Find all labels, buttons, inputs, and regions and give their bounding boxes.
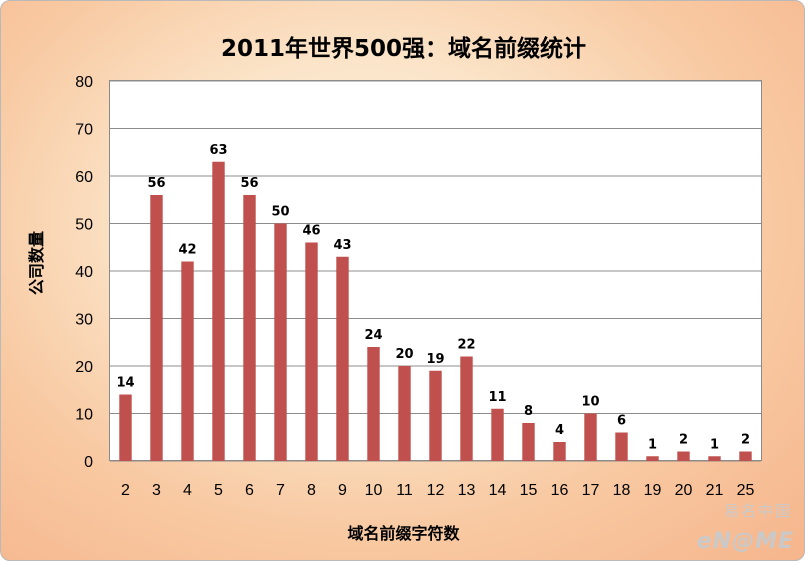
bar — [305, 242, 318, 461]
x-tick-label: 12 — [427, 482, 445, 499]
bar — [584, 413, 597, 461]
y-tick-label: 70 — [75, 122, 93, 139]
y-tick-label: 0 — [84, 454, 93, 471]
data-label: 2 — [741, 433, 750, 448]
data-label: 46 — [302, 224, 320, 239]
data-label: 20 — [395, 347, 413, 362]
data-label: 1 — [648, 437, 657, 452]
x-tick-label: 16 — [551, 482, 569, 499]
bar — [150, 195, 163, 461]
data-label: 22 — [457, 338, 475, 353]
y-tick-label: 10 — [75, 407, 93, 424]
data-label: 1 — [710, 437, 719, 452]
data-label: 14 — [116, 376, 134, 391]
data-label: 11 — [488, 390, 506, 405]
watermark-top-text: 易名中国 — [723, 502, 792, 520]
y-tick-label: 50 — [75, 217, 93, 234]
x-tick-label: 19 — [644, 482, 662, 499]
x-tick-label: 6 — [245, 482, 254, 499]
data-label: 6 — [617, 414, 626, 429]
y-tick-label: 20 — [75, 359, 93, 376]
y-tick-label: 60 — [75, 169, 93, 186]
chart-title: 2011年世界500强：域名前缀统计 — [220, 36, 587, 62]
bar — [119, 394, 132, 461]
data-label: 42 — [178, 243, 196, 258]
bar — [553, 442, 566, 461]
data-label: 19 — [426, 352, 444, 367]
x-tick-label: 18 — [613, 482, 631, 499]
bar — [708, 456, 721, 461]
bar — [646, 456, 659, 461]
data-label: 56 — [147, 176, 165, 191]
x-tick-label: 15 — [520, 482, 538, 499]
x-axis-label: 域名前缀字符数 — [347, 524, 460, 543]
x-tick-label: 3 — [152, 482, 161, 499]
bar — [336, 256, 349, 461]
x-tick-label: 11 — [396, 482, 413, 499]
bar — [491, 408, 504, 461]
data-label: 4 — [555, 423, 564, 438]
x-tick-label: 5 — [214, 482, 223, 499]
bar — [398, 366, 411, 461]
x-tick-label: 4 — [183, 482, 192, 499]
bar — [429, 370, 442, 461]
ename-logo-watermark: 易名中国 eN@ME — [671, 498, 796, 556]
data-label: 43 — [333, 238, 351, 253]
bar — [615, 432, 628, 461]
x-tick-label: 17 — [582, 482, 600, 499]
bar — [212, 161, 225, 461]
x-tick-label: 2 — [121, 482, 130, 499]
bar — [181, 261, 194, 461]
x-tick-label: 9 — [338, 482, 347, 499]
bar — [460, 356, 473, 461]
data-label: 63 — [209, 143, 227, 158]
x-tick-label: 8 — [307, 482, 316, 499]
x-tick-label: 21 — [706, 482, 724, 499]
data-label: 10 — [581, 395, 599, 410]
data-label: 50 — [271, 205, 289, 220]
x-tick-label: 13 — [458, 482, 476, 499]
x-tick-label: 14 — [489, 482, 507, 499]
bar — [274, 223, 287, 461]
y-tick-label: 80 — [75, 74, 93, 91]
x-tick-label: 20 — [675, 482, 693, 499]
y-tick-label: 40 — [75, 264, 93, 281]
bar — [677, 451, 690, 461]
bar — [739, 451, 752, 461]
data-label: 8 — [524, 404, 533, 419]
bar — [367, 347, 380, 461]
y-tick-label: 30 — [75, 312, 93, 329]
bar — [243, 195, 256, 461]
x-tick-label: 25 — [737, 482, 755, 499]
data-label: 56 — [240, 176, 258, 191]
data-label: 2 — [679, 433, 688, 448]
bar — [522, 423, 535, 461]
data-label: 24 — [364, 328, 382, 343]
x-tick-label: 7 — [276, 482, 285, 499]
x-tick-label: 10 — [365, 482, 383, 499]
watermark-bottom-text: eN@ME — [696, 529, 794, 554]
